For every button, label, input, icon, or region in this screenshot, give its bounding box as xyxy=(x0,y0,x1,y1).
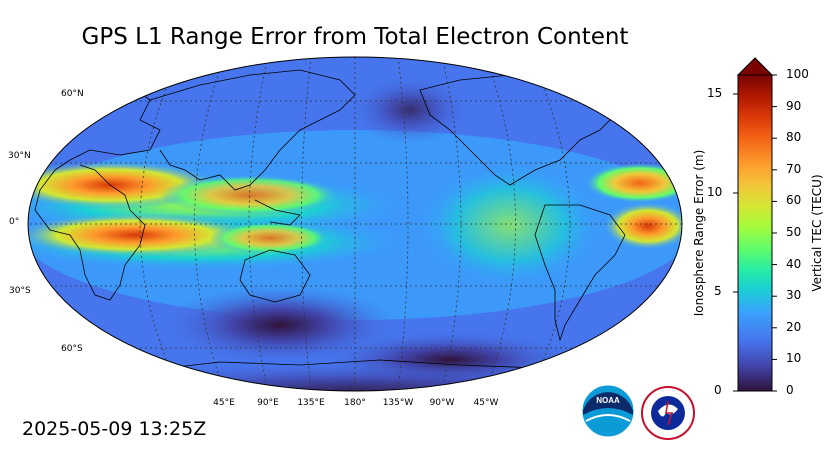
lat-label: 30°N xyxy=(8,151,31,161)
nws-logo xyxy=(641,386,695,440)
lon-label: 180° xyxy=(344,398,366,408)
noaa-logo-text: NOAA xyxy=(596,396,620,405)
lon-label: 90°W xyxy=(429,398,455,408)
colorbar-tick-right: 40 xyxy=(786,257,802,271)
colorbar-tick-right: 80 xyxy=(786,130,802,144)
lat-label: 0° xyxy=(9,217,20,227)
noaa-logo: NOAA xyxy=(581,384,635,438)
lon-label: 90°E xyxy=(257,398,279,408)
colorbar-tick-right: 60 xyxy=(786,193,802,207)
colorbar-extend-arrow xyxy=(736,57,774,76)
lon-label: 135°W xyxy=(382,398,414,408)
colorbar-tick-right: 20 xyxy=(786,320,802,334)
lon-label: 135°E xyxy=(297,398,325,408)
colorbar-tick-right: 100 xyxy=(786,67,809,81)
lon-label: 45°E xyxy=(213,398,235,408)
colorbar-tick-right: 50 xyxy=(786,225,802,239)
colorbar-tick-right: 10 xyxy=(786,351,802,365)
colorbar-tick-right: 0 xyxy=(786,383,794,397)
timestamp: 2025-05-09 13:25Z xyxy=(22,418,207,440)
tec-map xyxy=(28,57,682,391)
map-border xyxy=(27,56,683,392)
lat-label: 30°S xyxy=(9,286,31,296)
colorbar-right-title: Vertical TEC (TECU) xyxy=(810,174,824,292)
colorbar-tick-left: 15 xyxy=(707,86,723,100)
colorbar-tick-right: 30 xyxy=(786,288,802,302)
colorbar-tick-right: 70 xyxy=(786,162,802,176)
colorbar-tick-left: 5 xyxy=(714,284,722,298)
lat-label: 60°S xyxy=(61,344,83,354)
colorbar-tick-left: 0 xyxy=(714,383,722,397)
colorbar-left-title: Ionosphere Range Error (m) xyxy=(692,149,706,317)
map-title: GPS L1 Range Error from Total Electron C… xyxy=(81,24,629,50)
lat-label: 60°N xyxy=(61,89,84,99)
lon-label: 45°W xyxy=(473,398,499,408)
colorbar-scale xyxy=(737,74,773,392)
agency-logos: NOAA xyxy=(581,384,695,440)
colorbar-tick-left: 10 xyxy=(707,185,723,199)
colorbar-tick-right: 90 xyxy=(786,99,802,113)
colorbar xyxy=(733,57,777,392)
